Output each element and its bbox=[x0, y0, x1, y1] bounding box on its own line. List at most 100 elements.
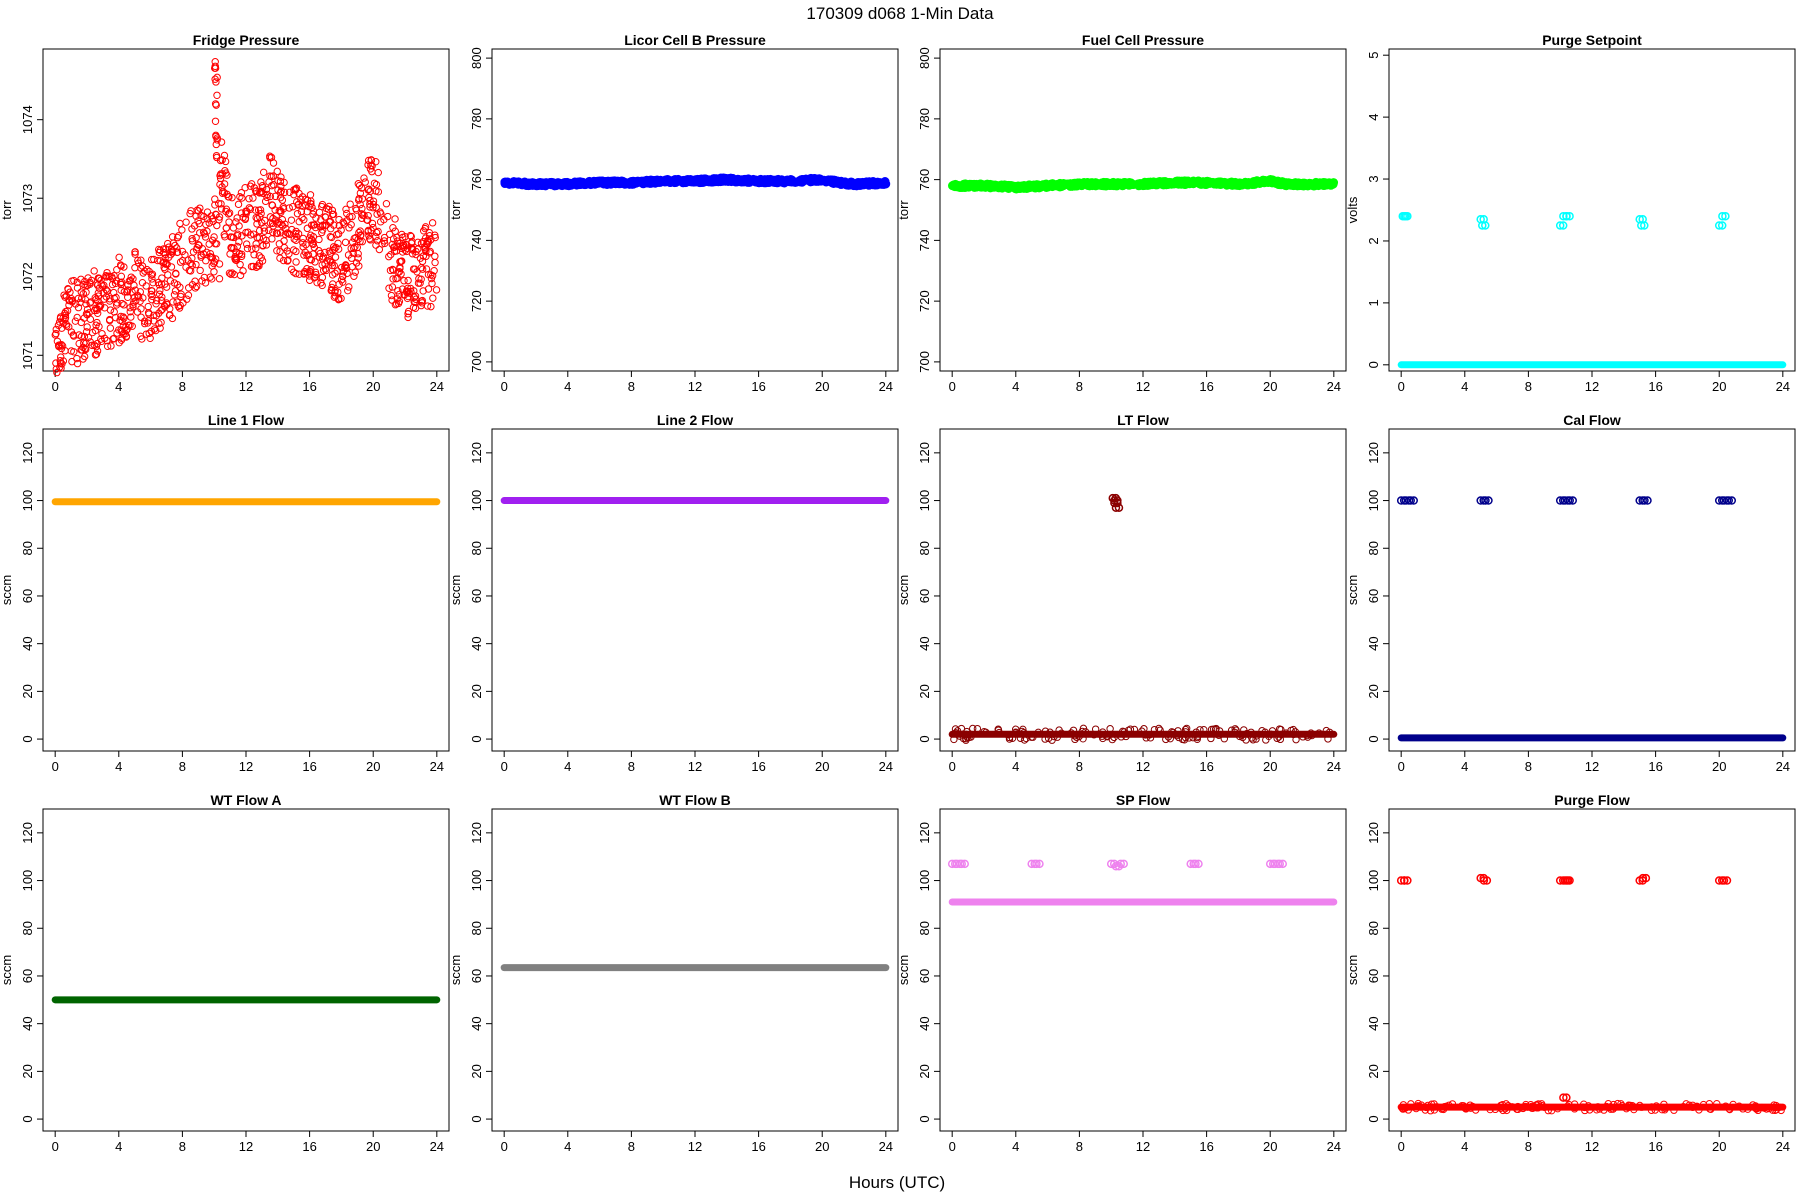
data-point bbox=[192, 234, 200, 242]
data-point bbox=[1079, 724, 1088, 733]
data-point bbox=[166, 277, 175, 285]
data-point bbox=[651, 178, 661, 188]
panel-wt-flow-a: WT Flow A sccm 0 4 8 12 16 20 24 0 20 40 60 80 100 120 bbox=[0, 792, 450, 1154]
data-point bbox=[1580, 1103, 1589, 1112]
data-point bbox=[280, 237, 288, 245]
data-point bbox=[208, 275, 216, 283]
y-tick-label: 60 bbox=[1366, 969, 1381, 983]
data-point bbox=[1185, 734, 1193, 742]
data-point bbox=[1722, 876, 1732, 885]
data-point bbox=[77, 288, 86, 296]
data-point bbox=[1116, 859, 1125, 869]
data-point bbox=[356, 227, 364, 235]
x-tick-label: 4 bbox=[564, 1139, 571, 1154]
data-point bbox=[110, 308, 118, 316]
x-tick-label: 16 bbox=[302, 759, 316, 774]
data-point bbox=[212, 131, 220, 140]
x-tick-label: 12 bbox=[1136, 379, 1150, 394]
data-point bbox=[87, 276, 96, 285]
data-point bbox=[1035, 859, 1044, 869]
data-point bbox=[1119, 727, 1127, 735]
data-point bbox=[269, 159, 278, 167]
data-point bbox=[1714, 876, 1724, 885]
data-point bbox=[343, 217, 351, 225]
x-tick-label: 16 bbox=[751, 759, 765, 774]
data-point bbox=[1478, 221, 1487, 230]
data-point bbox=[410, 293, 418, 301]
y-tick-label: 20 bbox=[917, 684, 932, 698]
data-point bbox=[131, 250, 139, 258]
data-point bbox=[277, 220, 285, 229]
data-point bbox=[225, 193, 233, 201]
x-tick-label: 12 bbox=[1585, 759, 1599, 774]
data-point bbox=[1175, 733, 1183, 742]
data-point bbox=[301, 201, 310, 209]
data-point bbox=[200, 230, 209, 238]
y-tick-label: 60 bbox=[1366, 589, 1381, 603]
data-point bbox=[235, 222, 243, 230]
data-point bbox=[328, 271, 337, 279]
data-point bbox=[1403, 876, 1412, 885]
data-point bbox=[221, 157, 230, 166]
data-point bbox=[1580, 1100, 1588, 1108]
y-axis-label: sccm bbox=[448, 575, 463, 605]
data-point bbox=[385, 284, 393, 292]
data-point bbox=[360, 174, 368, 182]
data-point bbox=[206, 273, 214, 281]
series-sp-flow bbox=[947, 859, 1338, 906]
data-point bbox=[1409, 496, 1418, 505]
data-point bbox=[283, 247, 291, 255]
data-point bbox=[83, 305, 92, 314]
data-point bbox=[1448, 1100, 1457, 1108]
data-point bbox=[370, 179, 379, 188]
data-point bbox=[116, 316, 124, 324]
series-cal-flow bbox=[1396, 496, 1787, 742]
data-point bbox=[1112, 180, 1122, 190]
data-point bbox=[198, 244, 207, 253]
x-tick-label: 0 bbox=[52, 759, 59, 774]
data-point bbox=[211, 58, 219, 66]
x-tick-label: 4 bbox=[1012, 1139, 1019, 1154]
data-point bbox=[220, 189, 229, 197]
data-point bbox=[255, 252, 263, 260]
data-point bbox=[1459, 1102, 1468, 1110]
data-point bbox=[228, 269, 236, 277]
data-point bbox=[120, 301, 128, 309]
data-point bbox=[308, 236, 316, 244]
data-point bbox=[100, 334, 109, 343]
data-point bbox=[83, 323, 91, 331]
x-tick-label: 8 bbox=[179, 759, 186, 774]
data-point bbox=[268, 235, 276, 243]
y-tick-label: 780 bbox=[469, 108, 484, 130]
data-point bbox=[80, 339, 88, 347]
data-point bbox=[842, 178, 852, 188]
series-licor-cell-b-pressure bbox=[500, 173, 891, 191]
data-point bbox=[995, 728, 1003, 737]
data-point bbox=[339, 272, 347, 281]
data-point bbox=[1198, 177, 1208, 187]
data-point bbox=[102, 271, 110, 280]
data-point bbox=[303, 207, 311, 216]
data-point bbox=[640, 176, 650, 186]
data-point bbox=[1641, 873, 1651, 883]
data-point bbox=[423, 237, 431, 246]
data-point bbox=[145, 329, 153, 338]
x-tick-label: 8 bbox=[1525, 1139, 1532, 1154]
data-point bbox=[103, 342, 112, 351]
data-point bbox=[1130, 725, 1139, 734]
data-point bbox=[351, 268, 359, 276]
x-tick-label: 20 bbox=[815, 1139, 829, 1154]
data-point bbox=[252, 187, 260, 196]
data-point bbox=[273, 247, 281, 255]
panel-title: WT Flow B bbox=[659, 792, 731, 808]
data-point bbox=[192, 260, 200, 269]
x-tick-label: 24 bbox=[430, 1139, 444, 1154]
data-point bbox=[233, 214, 241, 222]
data-point bbox=[258, 257, 267, 265]
data-point bbox=[1239, 733, 1247, 742]
data-point bbox=[113, 299, 121, 307]
data-point bbox=[1191, 859, 1200, 869]
data-point bbox=[1643, 496, 1652, 505]
data-point bbox=[138, 262, 147, 270]
